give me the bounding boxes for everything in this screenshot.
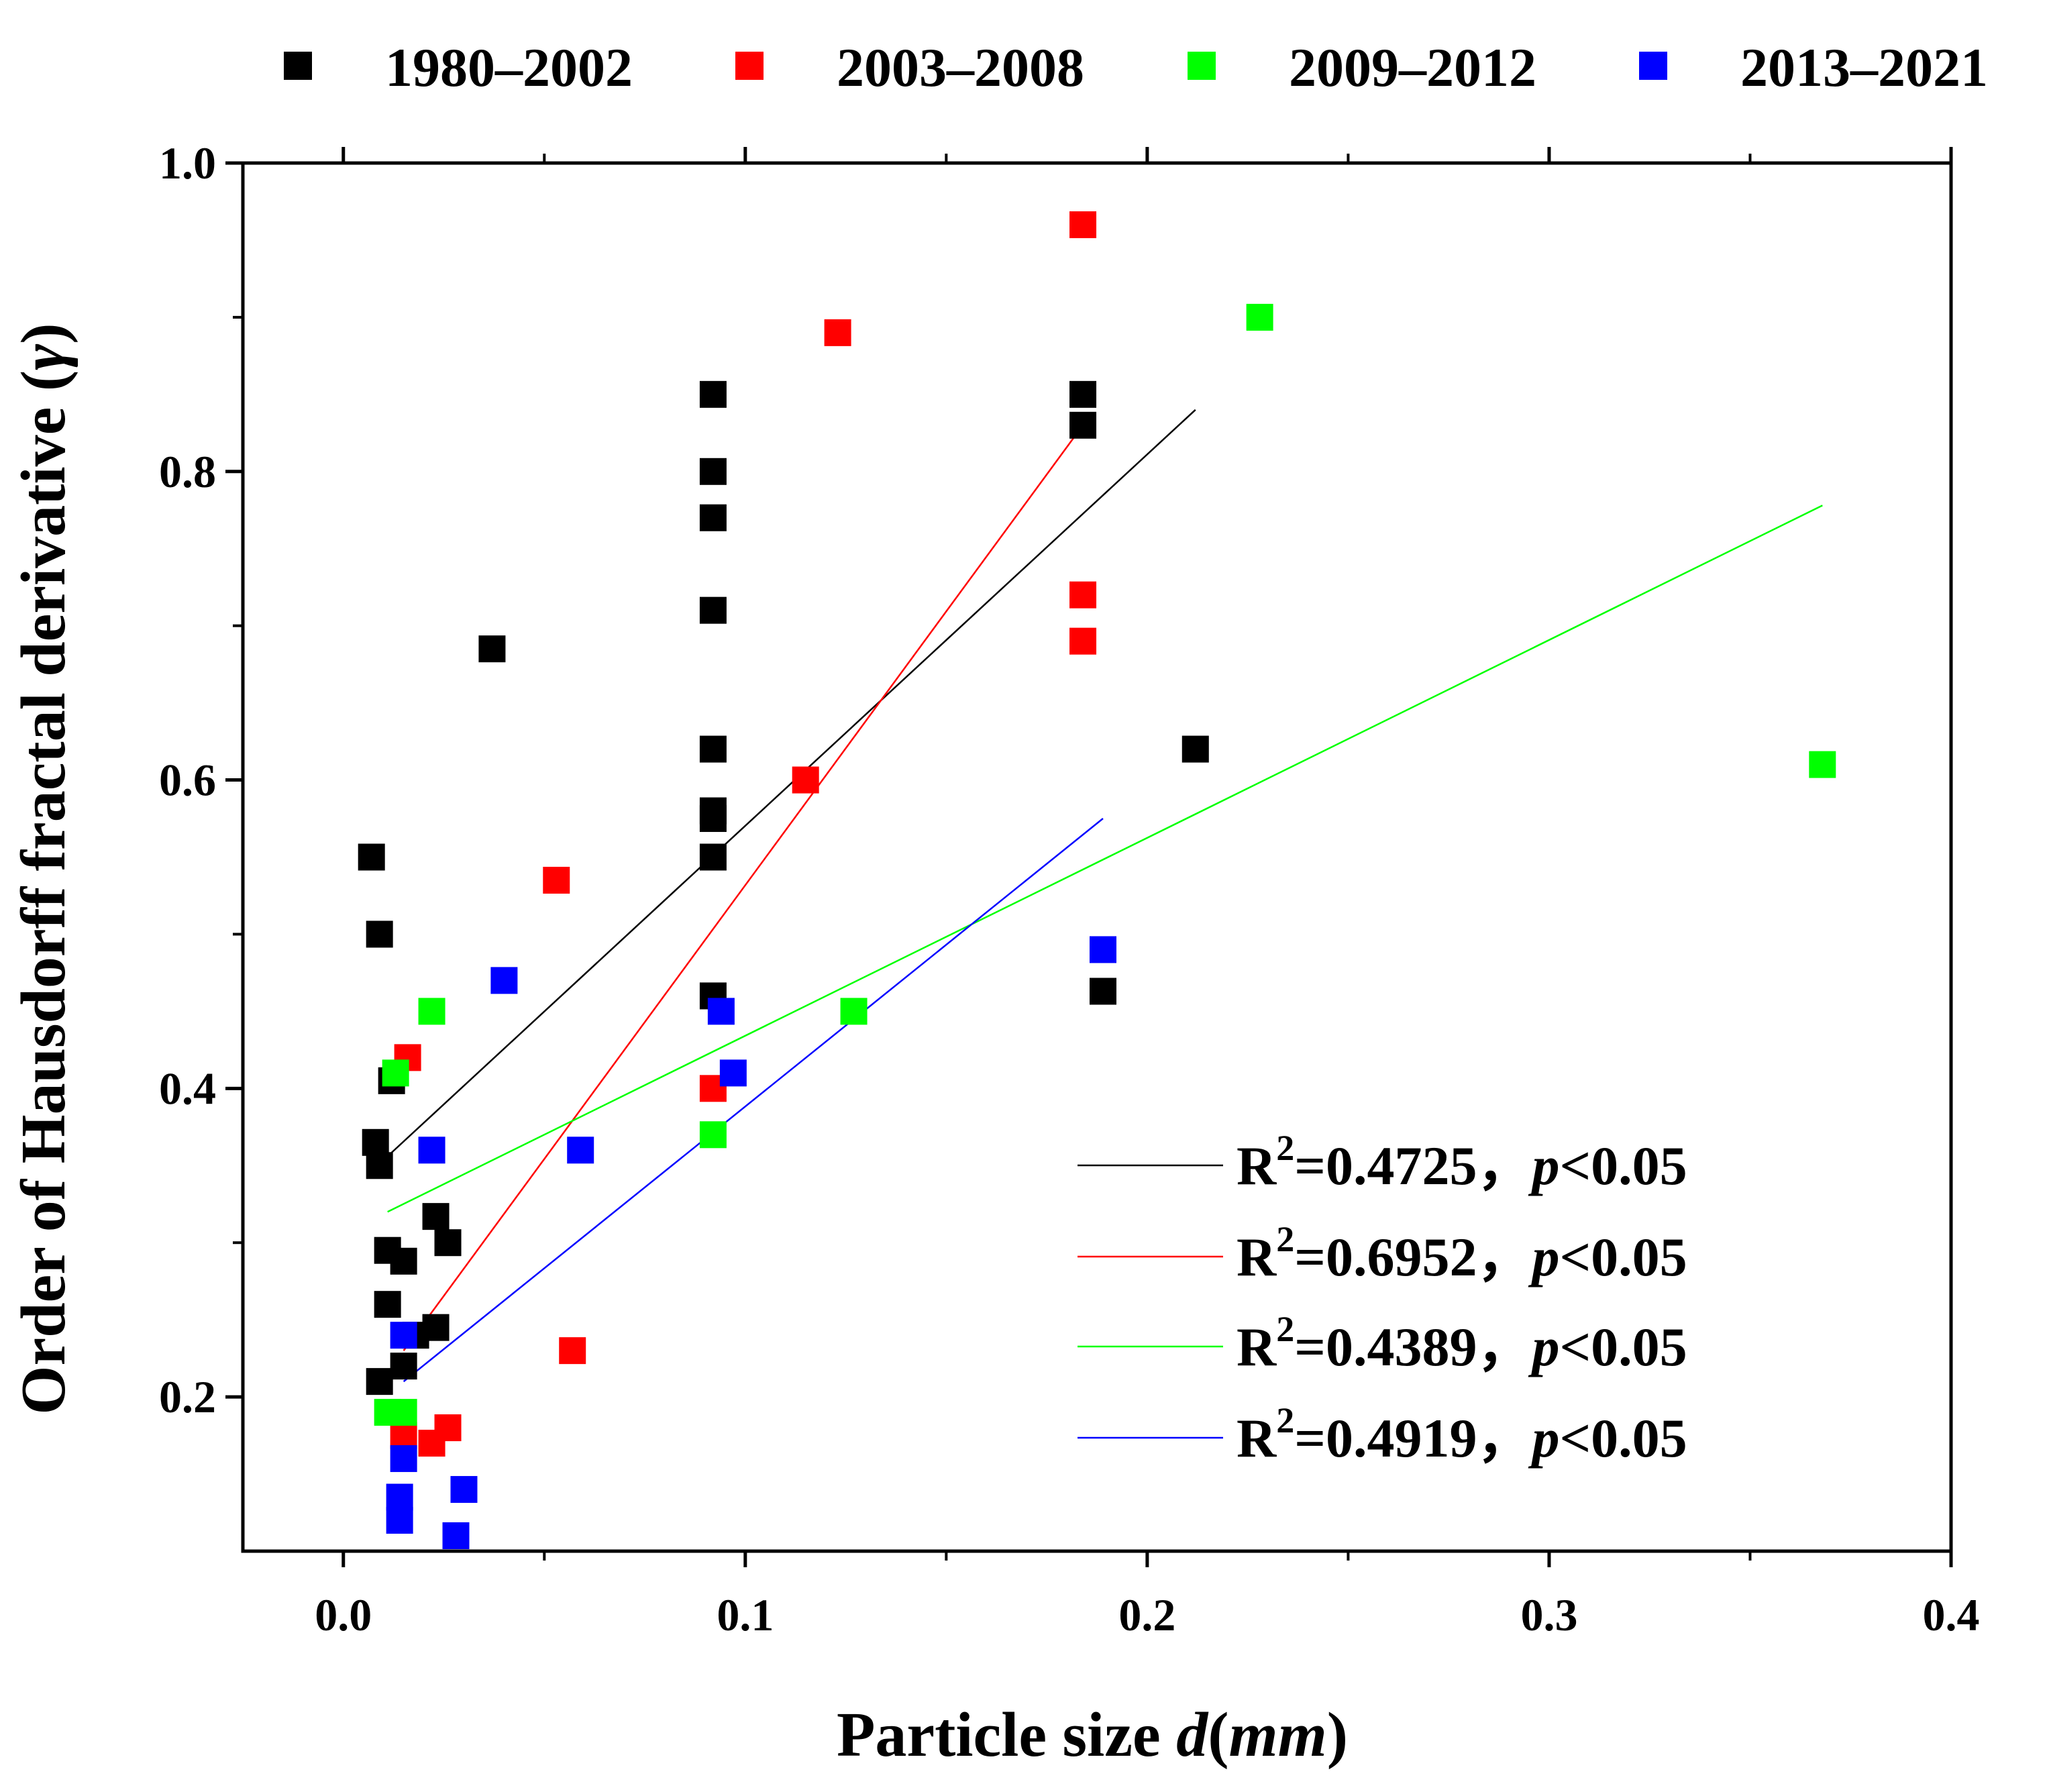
data-point [362,1128,389,1156]
fit-legend: R2=0.4725，p<0.05 R2=0.6952，p<0.05 R2=0.438… [1078,1128,1687,1469]
y-axis-label-text: Order of Hausdorff fractal derivative [9,407,78,1415]
x-tick-label: 0.0 [315,1589,372,1640]
data-point [442,1522,470,1550]
legend-label: 2003–2008 [837,37,1084,98]
data-point [1069,211,1097,238]
data-point [824,319,851,346]
fit-legend-label: R2=0.4389，p<0.05 [1237,1309,1687,1377]
data-point [1089,936,1116,963]
data-point [418,1430,445,1457]
fit-legend-label: R2=0.6952，p<0.05 [1237,1219,1687,1287]
legend-marker [1188,52,1216,80]
data-point [1069,581,1097,609]
data-point [450,1476,478,1504]
data-point [559,1337,586,1365]
data-point [390,1422,417,1449]
data-point [390,1322,417,1349]
x-tick-label: 0.2 [1118,1589,1175,1640]
plot-frame [241,161,1953,1553]
data-point [792,766,819,794]
data-point [699,458,727,485]
legend-label: 1980–2002 [385,37,633,98]
fit-line [403,818,1104,1383]
x-tick-label: 0.4 [1923,1589,1980,1640]
data-point [707,998,735,1025]
fit-line [403,425,1084,1351]
data-point [543,866,570,894]
data-point [719,1059,747,1087]
series-legend: 1980–2002 2003–2008 2009–2012 2013–2021 [284,37,1988,98]
data-point [699,380,727,408]
data-point [418,998,445,1025]
data-point [434,1229,462,1257]
fit-line [387,505,1823,1213]
data-point [386,1483,413,1511]
data-point [390,1445,417,1473]
data-point [366,920,393,948]
data-point [840,998,868,1025]
data-point [699,735,727,763]
axes: 0.0 0.1 0.2 0.3 0.4 0.2 0.4 0.6 0.8 1.0 [159,138,1980,1640]
data-point [366,1368,393,1395]
data-point [699,596,727,624]
x-tick-label: 0.3 [1520,1589,1577,1640]
y-tick-label: 0.2 [159,1371,216,1422]
data-point [1089,978,1116,1005]
y-tick-label: 0.8 [159,446,216,497]
legend-label: 2013–2021 [1740,37,1988,98]
data-point [699,1121,727,1149]
y-axis-label-var: γ [9,344,78,370]
legend-marker [735,52,764,80]
x-axis-label-var: d [1176,1700,1209,1770]
data-point [390,1247,417,1275]
data-point [1069,627,1097,655]
data-point [699,504,727,531]
data-point [1182,735,1209,763]
data-point [478,635,506,663]
data-point [374,1291,401,1318]
data-point [366,1152,393,1179]
data-point [390,1399,417,1426]
data-point [390,1353,417,1380]
y-tick-label: 0.4 [159,1063,216,1114]
data-point [567,1137,594,1164]
fit-legend-label: R2=0.4919，p<0.05 [1237,1400,1687,1469]
y-tick-label: 1.0 [159,138,216,189]
data-point [358,843,385,871]
data-point [699,843,727,871]
fit-legend-label: R2=0.4725，p<0.05 [1237,1128,1687,1196]
x-axis-label-text: Particle size [837,1700,1161,1770]
x-axis-label: Particle size d(mm) [837,1700,1348,1770]
data-point [386,1507,413,1534]
y-tick-label: 0.6 [159,755,216,806]
data-point [422,1203,450,1230]
legend-marker [284,52,312,80]
data-point [1809,751,1836,778]
data-point [418,1137,445,1164]
x-axis-label-unit: mm [1229,1700,1327,1770]
data-point [490,967,518,994]
data-point [1069,411,1097,439]
data-point [699,805,727,833]
data-points [358,211,1836,1550]
y-axis-label: Order of Hausdorff fractal derivative (γ… [9,323,78,1414]
data-point [422,1314,450,1341]
legend-marker [1639,52,1667,80]
data-point [382,1059,409,1087]
data-point [1069,380,1097,408]
fit-line [386,409,1196,1157]
x-tick-label: 0.1 [717,1589,774,1640]
data-point [1246,303,1273,331]
legend-label: 2009–2012 [1289,37,1536,98]
fit-lines [386,409,1823,1383]
